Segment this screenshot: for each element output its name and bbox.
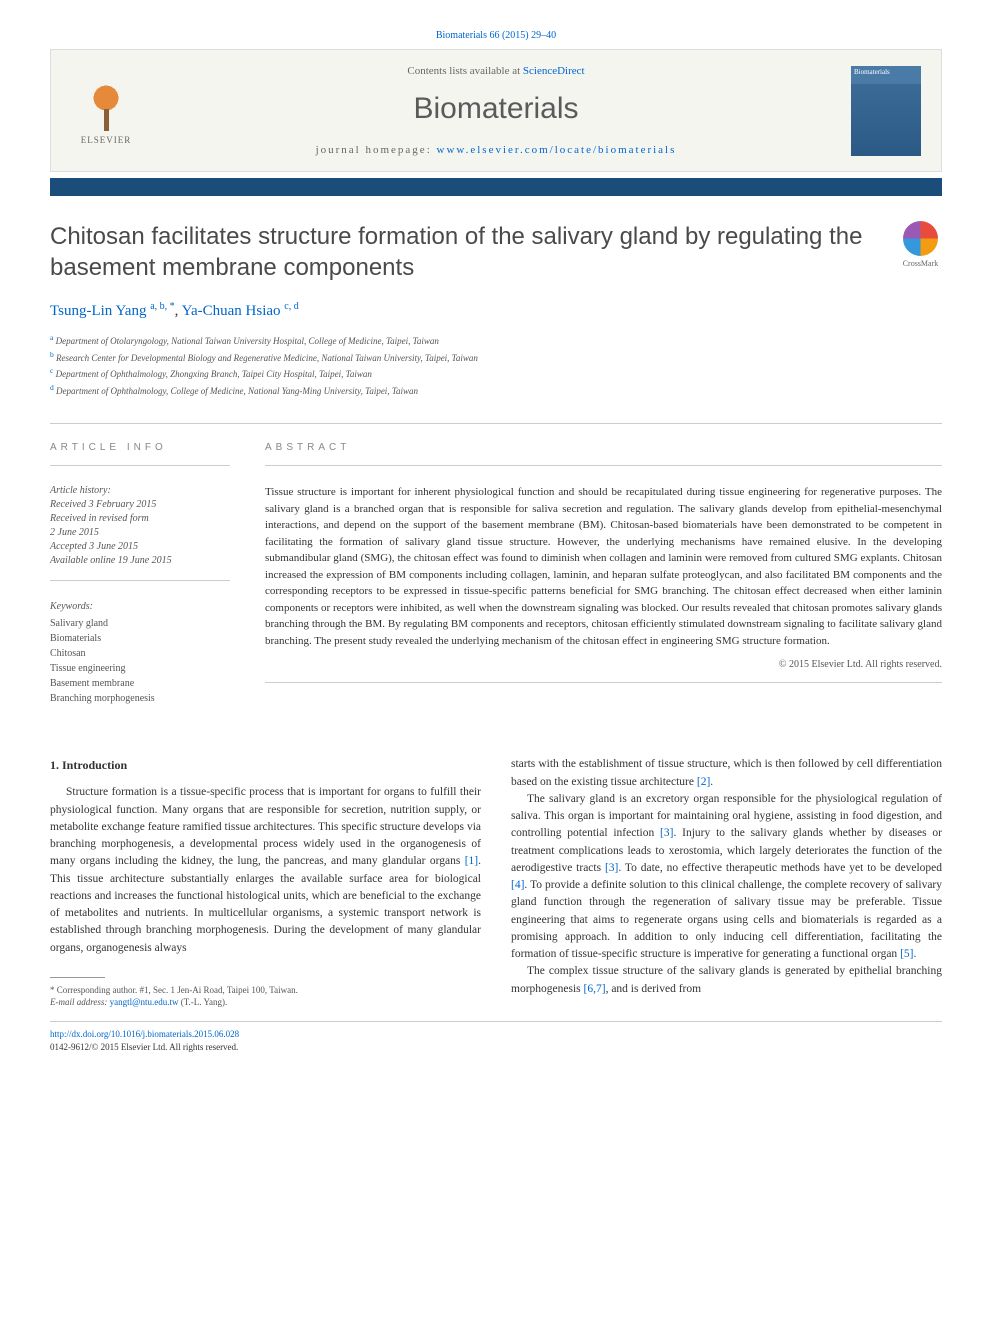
intro-para-1-cont: starts with the establishment of tissue … [511,756,942,791]
article-info-sidebar: ARTICLE INFO Article history: Received 3… [50,442,230,706]
abstract-heading: ABSTRACT [265,442,942,453]
bottom-divider [50,1021,942,1022]
elsevier-label: ELSEVIER [81,135,132,145]
contents-line: Contents lists available at ScienceDirec… [161,65,831,77]
abstract-copyright: © 2015 Elsevier Ltd. All rights reserved… [265,659,942,670]
article-info-heading: ARTICLE INFO [50,442,230,453]
issn-copyright: 0142-9612/© 2015 Elsevier Ltd. All right… [50,1041,942,1054]
doi-link[interactable]: http://dx.doi.org/10.1016/j.biomaterials… [50,1029,239,1039]
homepage-line: journal homepage: www.elsevier.com/locat… [161,144,831,156]
article-title: Chitosan facilitates structure formation… [50,221,899,283]
header-divider-bar [50,178,942,196]
citation-header: Biomaterials 66 (2015) 29–40 [50,30,942,41]
body-col-right: starts with the establishment of tissue … [511,756,942,1009]
ref-3b-link[interactable]: [3] [605,862,618,874]
ref-1-link[interactable]: [1] [465,855,478,867]
ref-4-link[interactable]: [4] [511,879,524,891]
elsevier-tree-icon [81,76,131,131]
authors-line: Tsung-Lin Yang a, b, *, Ya-Chuan Hsiao c… [50,301,942,320]
author-1[interactable]: Tsung-Lin Yang [50,303,146,319]
bottom-info: http://dx.doi.org/10.1016/j.biomaterials… [50,1028,942,1053]
sciencedirect-link[interactable]: ScienceDirect [523,65,585,77]
elsevier-logo[interactable]: ELSEVIER [71,71,141,151]
author-email-link[interactable]: yangtl@ntu.edu.tw [110,997,179,1007]
abstract-column: ABSTRACT Tissue structure is important f… [265,442,942,706]
ref-5-link[interactable]: [5] [900,948,913,960]
crossmark-icon [903,221,938,256]
abstract-text: Tissue structure is important for inhere… [265,484,942,649]
affiliations: a Department of Otolaryngology, National… [50,332,942,398]
keywords-block: Keywords: Salivary gland Biomaterials Ch… [50,599,230,706]
journal-cover-thumbnail[interactable] [851,66,921,156]
journal-header-box: ELSEVIER Contents lists available at Sci… [50,49,942,172]
body-columns: 1. Introduction Structure formation is a… [50,756,942,1009]
crossmark-badge[interactable]: CrossMark [899,221,942,281]
divider [50,423,942,424]
article-history: Article history: Received 3 February 201… [50,484,230,581]
footnote-divider [50,977,105,978]
author-2[interactable]: Ya-Chuan Hsiao [182,303,281,319]
journal-name: Biomaterials [161,92,831,126]
body-col-left: 1. Introduction Structure formation is a… [50,756,481,1009]
affiliation-c: c Department of Ophthalmology, Zhongxing… [50,365,942,382]
affiliation-a: a Department of Otolaryngology, National… [50,332,942,349]
intro-para-1: Structure formation is a tissue-specific… [50,784,481,957]
ref-3a-link[interactable]: [3] [660,827,673,839]
homepage-link[interactable]: www.elsevier.com/locate/biomaterials [437,144,677,156]
section-1-heading: 1. Introduction [50,756,481,774]
affiliation-b: b Research Center for Developmental Biol… [50,349,942,366]
corresponding-author-footnote: * Corresponding author. #1, Sec. 1 Jen-A… [50,984,481,1009]
intro-para-3: The complex tissue structure of the sali… [511,963,942,998]
ref-2-link[interactable]: [2] [697,776,710,788]
intro-para-2: The salivary gland is an excretory organ… [511,791,942,964]
ref-67-link[interactable]: [6,7] [584,983,606,995]
affiliation-d: d Department of Ophthalmology, College o… [50,382,942,399]
